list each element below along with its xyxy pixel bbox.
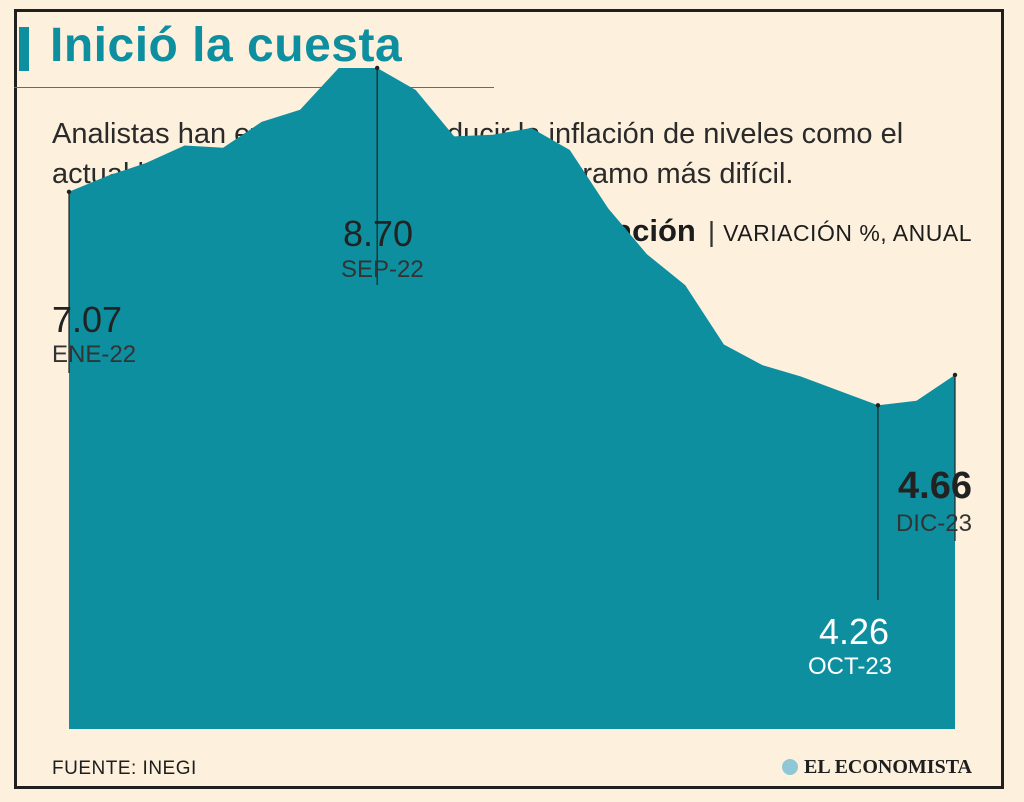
title-underline	[14, 87, 494, 88]
end-value-label: 4.66	[898, 465, 972, 507]
annotation-dot-oct-23	[875, 403, 881, 408]
title-accent-bar	[19, 27, 29, 71]
peak-month-label: SEP-22	[341, 256, 424, 283]
low-month-label: OCT-23	[808, 653, 893, 680]
start-month-label: ENE-22	[52, 341, 137, 368]
annotation-dot-ene-22	[66, 189, 72, 195]
start-value-label: 7.07	[52, 299, 123, 340]
end-month-label: DIC-23	[895, 510, 972, 537]
source-note: FUENTE: INEGI	[52, 758, 197, 779]
annotation-dot-sep-22	[374, 65, 380, 71]
annotation-dot-dic-23	[952, 372, 958, 378]
low-value-label: 4.26	[819, 611, 890, 652]
peak-value-label: 8.70	[343, 213, 414, 254]
inflation-area	[69, 68, 955, 729]
publisher-logo: EL ECONOMISTA	[782, 756, 972, 779]
chart-heading-separator: |	[707, 216, 716, 247]
infographic-frame	[14, 9, 1004, 789]
chart-heading-unit: VARIACIÓN %, ANUAL	[723, 220, 972, 246]
page-title: Inició la cuesta	[50, 19, 403, 72]
logo-text: EL ECONOMISTA	[804, 756, 972, 778]
logo-globe-icon	[782, 759, 798, 775]
